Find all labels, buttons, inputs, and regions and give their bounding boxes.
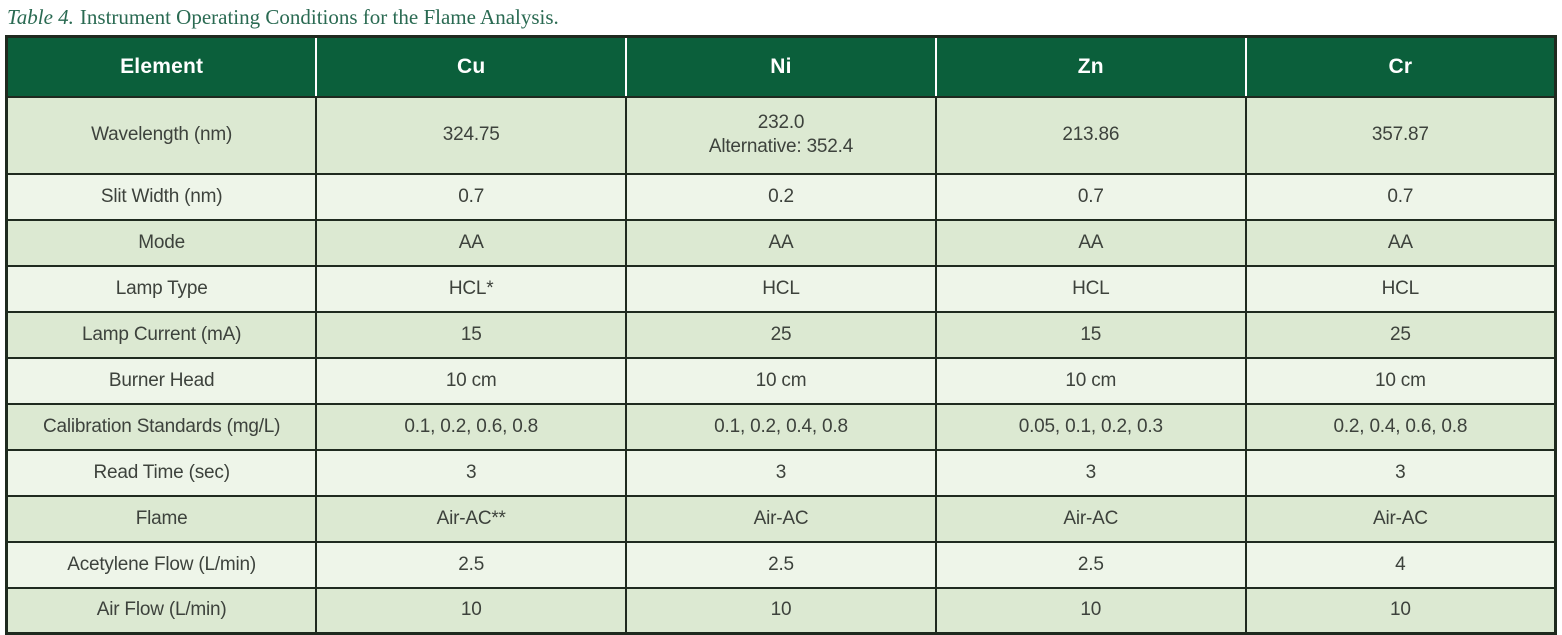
column-header-ni: Ni: [625, 35, 937, 98]
row-label: Wavelength (nm): [5, 95, 318, 175]
column-header-cr: Cr: [1244, 35, 1557, 98]
cell-air-flow-cu: 10: [315, 586, 628, 635]
row-calibration-standards: Calibration Standards (mg/L) 0.1, 0.2, 0…: [5, 402, 1557, 451]
cell-lamp-current-zn: 15: [934, 310, 1247, 359]
cell-lamp-type-cu: HCL*: [315, 264, 628, 313]
row-air-flow: Air Flow (L/min) 10 10 10 10: [5, 586, 1557, 635]
row-read-time: Read Time (sec) 3 3 3 3: [5, 448, 1557, 497]
cell-mode-cu: AA: [315, 218, 628, 267]
cell-lamp-type-cr: HCL: [1244, 264, 1557, 313]
cell-lamp-current-cu: 15: [315, 310, 628, 359]
cell-read-time-ni: 3: [625, 448, 937, 497]
cell-lamp-current-ni: 25: [625, 310, 937, 359]
row-label: Read Time (sec): [5, 448, 318, 497]
cell-mode-ni: AA: [625, 218, 937, 267]
cell-acetylene-flow-zn: 2.5: [934, 540, 1247, 589]
cell-calibration-standards-cu: 0.1, 0.2, 0.6, 0.8: [315, 402, 628, 451]
row-lamp-type: Lamp Type HCL* HCL HCL HCL: [5, 264, 1557, 313]
cell-air-flow-ni: 10: [625, 586, 937, 635]
cell-mode-cr: AA: [1244, 218, 1557, 267]
cell-flame-zn: Air-AC: [934, 494, 1247, 543]
column-header-cu: Cu: [315, 35, 628, 98]
cell-wavelength-cu: 324.75: [315, 95, 628, 175]
row-label: Burner Head: [5, 356, 318, 405]
table-caption-label: Table 4.: [7, 5, 74, 29]
cell-calibration-standards-zn: 0.05, 0.1, 0.2, 0.3: [934, 402, 1247, 451]
cell-slit-width-cu: 0.7: [315, 172, 628, 221]
table-header-row: Element Cu Ni Zn Cr: [5, 35, 1557, 98]
row-slit-width: Slit Width (nm) 0.7 0.2 0.7 0.7: [5, 172, 1557, 221]
cell-mode-zn: AA: [934, 218, 1247, 267]
cell-lamp-type-zn: HCL: [934, 264, 1247, 313]
cell-burner-head-cu: 10 cm: [315, 356, 628, 405]
row-wavelength: Wavelength (nm) 324.75 232.0 Alternative…: [5, 95, 1557, 175]
cell-burner-head-cr: 10 cm: [1244, 356, 1557, 405]
column-header-zn: Zn: [934, 35, 1247, 98]
table-caption-text: Instrument Operating Conditions for the …: [79, 5, 559, 29]
row-acetylene-flow: Acetylene Flow (L/min) 2.5 2.5 2.5 4: [5, 540, 1557, 589]
row-label: Calibration Standards (mg/L): [5, 402, 318, 451]
row-burner-head: Burner Head 10 cm 10 cm 10 cm 10 cm: [5, 356, 1557, 405]
cell-calibration-standards-cr: 0.2, 0.4, 0.6, 0.8: [1244, 402, 1557, 451]
cell-slit-width-cr: 0.7: [1244, 172, 1557, 221]
cell-read-time-zn: 3: [934, 448, 1247, 497]
cell-slit-width-zn: 0.7: [934, 172, 1247, 221]
cell-acetylene-flow-ni: 2.5: [625, 540, 937, 589]
row-label: Mode: [5, 218, 318, 267]
cell-burner-head-ni: 10 cm: [625, 356, 937, 405]
row-label: Slit Width (nm): [5, 172, 318, 221]
cell-flame-ni: Air-AC: [625, 494, 937, 543]
row-label: Lamp Type: [5, 264, 318, 313]
row-flame: Flame Air-AC** Air-AC Air-AC Air-AC: [5, 494, 1557, 543]
cell-flame-cr: Air-AC: [1244, 494, 1557, 543]
cell-lamp-current-cr: 25: [1244, 310, 1557, 359]
column-header-element: Element: [5, 35, 318, 98]
cell-air-flow-zn: 10: [934, 586, 1247, 635]
row-mode: Mode AA AA AA AA: [5, 218, 1557, 267]
cell-wavelength-cr: 357.87: [1244, 95, 1557, 175]
row-label: Flame: [5, 494, 318, 543]
cell-acetylene-flow-cu: 2.5: [315, 540, 628, 589]
cell-air-flow-cr: 10: [1244, 586, 1557, 635]
cell-calibration-standards-ni: 0.1, 0.2, 0.4, 0.8: [625, 402, 937, 451]
cell-lamp-type-ni: HCL: [625, 264, 937, 313]
cell-burner-head-zn: 10 cm: [934, 356, 1247, 405]
cell-flame-cu: Air-AC**: [315, 494, 628, 543]
cell-wavelength-ni: 232.0 Alternative: 352.4: [625, 95, 937, 175]
table-caption: Table 4. Instrument Operating Conditions …: [7, 5, 1557, 29]
row-label: Air Flow (L/min): [5, 586, 318, 635]
cell-wavelength-zn: 213.86: [934, 95, 1247, 175]
row-lamp-current: Lamp Current (mA) 15 25 15 25: [5, 310, 1557, 359]
cell-read-time-cu: 3: [315, 448, 628, 497]
cell-acetylene-flow-cr: 4: [1244, 540, 1557, 589]
cell-slit-width-ni: 0.2: [625, 172, 937, 221]
row-label: Lamp Current (mA): [5, 310, 318, 359]
row-label: Acetylene Flow (L/min): [5, 540, 318, 589]
operating-conditions-table: Element Cu Ni Zn Cr Wavelength (nm) 324.…: [5, 35, 1557, 635]
cell-read-time-cr: 3: [1244, 448, 1557, 497]
